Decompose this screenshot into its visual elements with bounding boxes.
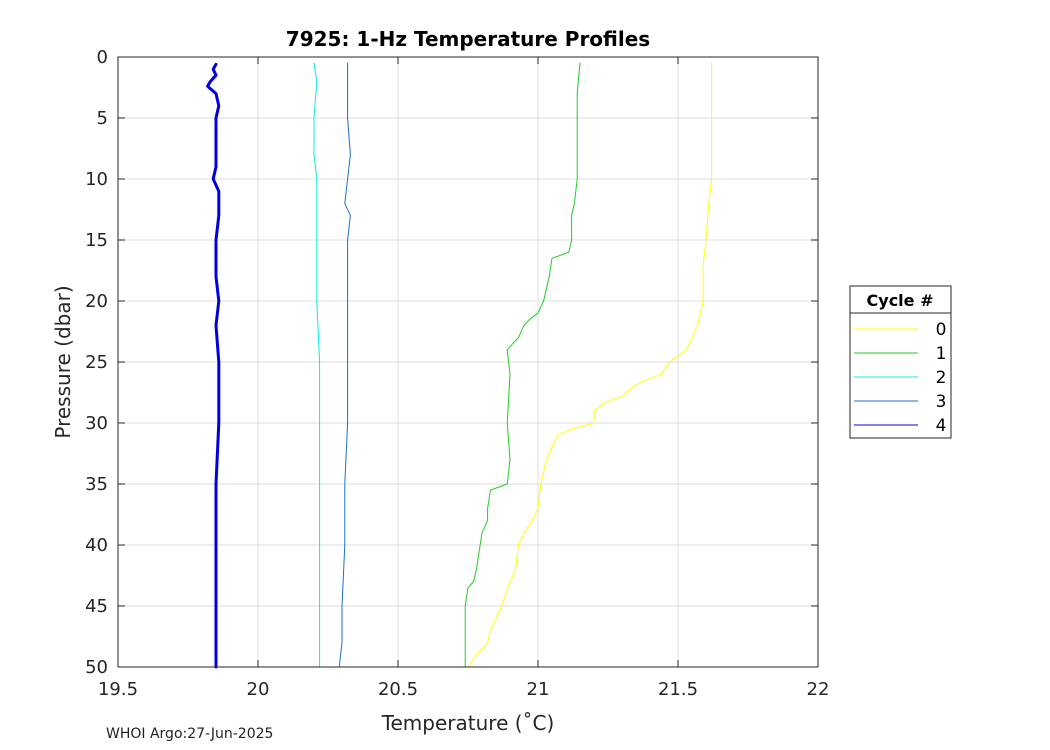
y-tick-label: 15 (85, 230, 108, 251)
legend-label: 1 (936, 344, 947, 364)
x-tick-label: 22 (807, 679, 830, 700)
series-line-cycle-0 (467, 62, 713, 668)
legend-title: Cycle # (867, 291, 934, 310)
legend-label: 4 (936, 416, 947, 436)
y-tick-label: 30 (85, 413, 108, 434)
legend-label: 0 (936, 320, 947, 340)
x-tick-label: 20.5 (378, 679, 418, 700)
y-tick-label: 25 (85, 352, 108, 373)
x-tick-label: 21 (527, 679, 550, 700)
y-axis-label: Pressure (dbar) (51, 285, 75, 438)
y-tick-label: 50 (85, 657, 108, 678)
x-tick-label: 19.5 (98, 679, 138, 700)
y-tick-label: 45 (85, 596, 108, 617)
x-tick-label: 20 (247, 679, 270, 700)
x-tick-label: 21.5 (658, 679, 698, 700)
axis-ticks: 19.5 20 20.5 21 21.5 22 0 5 10 15 20 25 30 35 40 45 50 (85, 47, 829, 700)
series-line-cycle-1 (464, 62, 581, 668)
y-tick-label: 40 (85, 535, 108, 556)
legend-box (849, 285, 952, 439)
legend-label: 2 (936, 368, 947, 388)
legend-label: 3 (936, 392, 947, 412)
legend-entries: 0 1 2 3 4 (854, 320, 946, 436)
series-line-cycle-3 (338, 62, 351, 668)
y-tick-label: 35 (85, 474, 108, 495)
series-line-cycle-4 (206, 62, 221, 669)
y-tick-label: 20 (85, 291, 108, 312)
plot-lines (206, 62, 713, 669)
y-tick-label: 5 (97, 108, 108, 129)
legend: Cycle # 0 1 2 3 4 (849, 285, 952, 439)
y-tick-label: 10 (85, 169, 108, 190)
series-line-cycle-2 (313, 62, 321, 668)
chart-title: 7925: 1-Hz Temperature Profiles (286, 27, 650, 51)
footer-credit: WHOI Argo:27-Jun-2025 (106, 726, 274, 742)
y-tick-label: 0 (97, 47, 108, 68)
x-axis-label: Temperature (˚C) (381, 711, 555, 735)
grid (117, 56, 819, 668)
